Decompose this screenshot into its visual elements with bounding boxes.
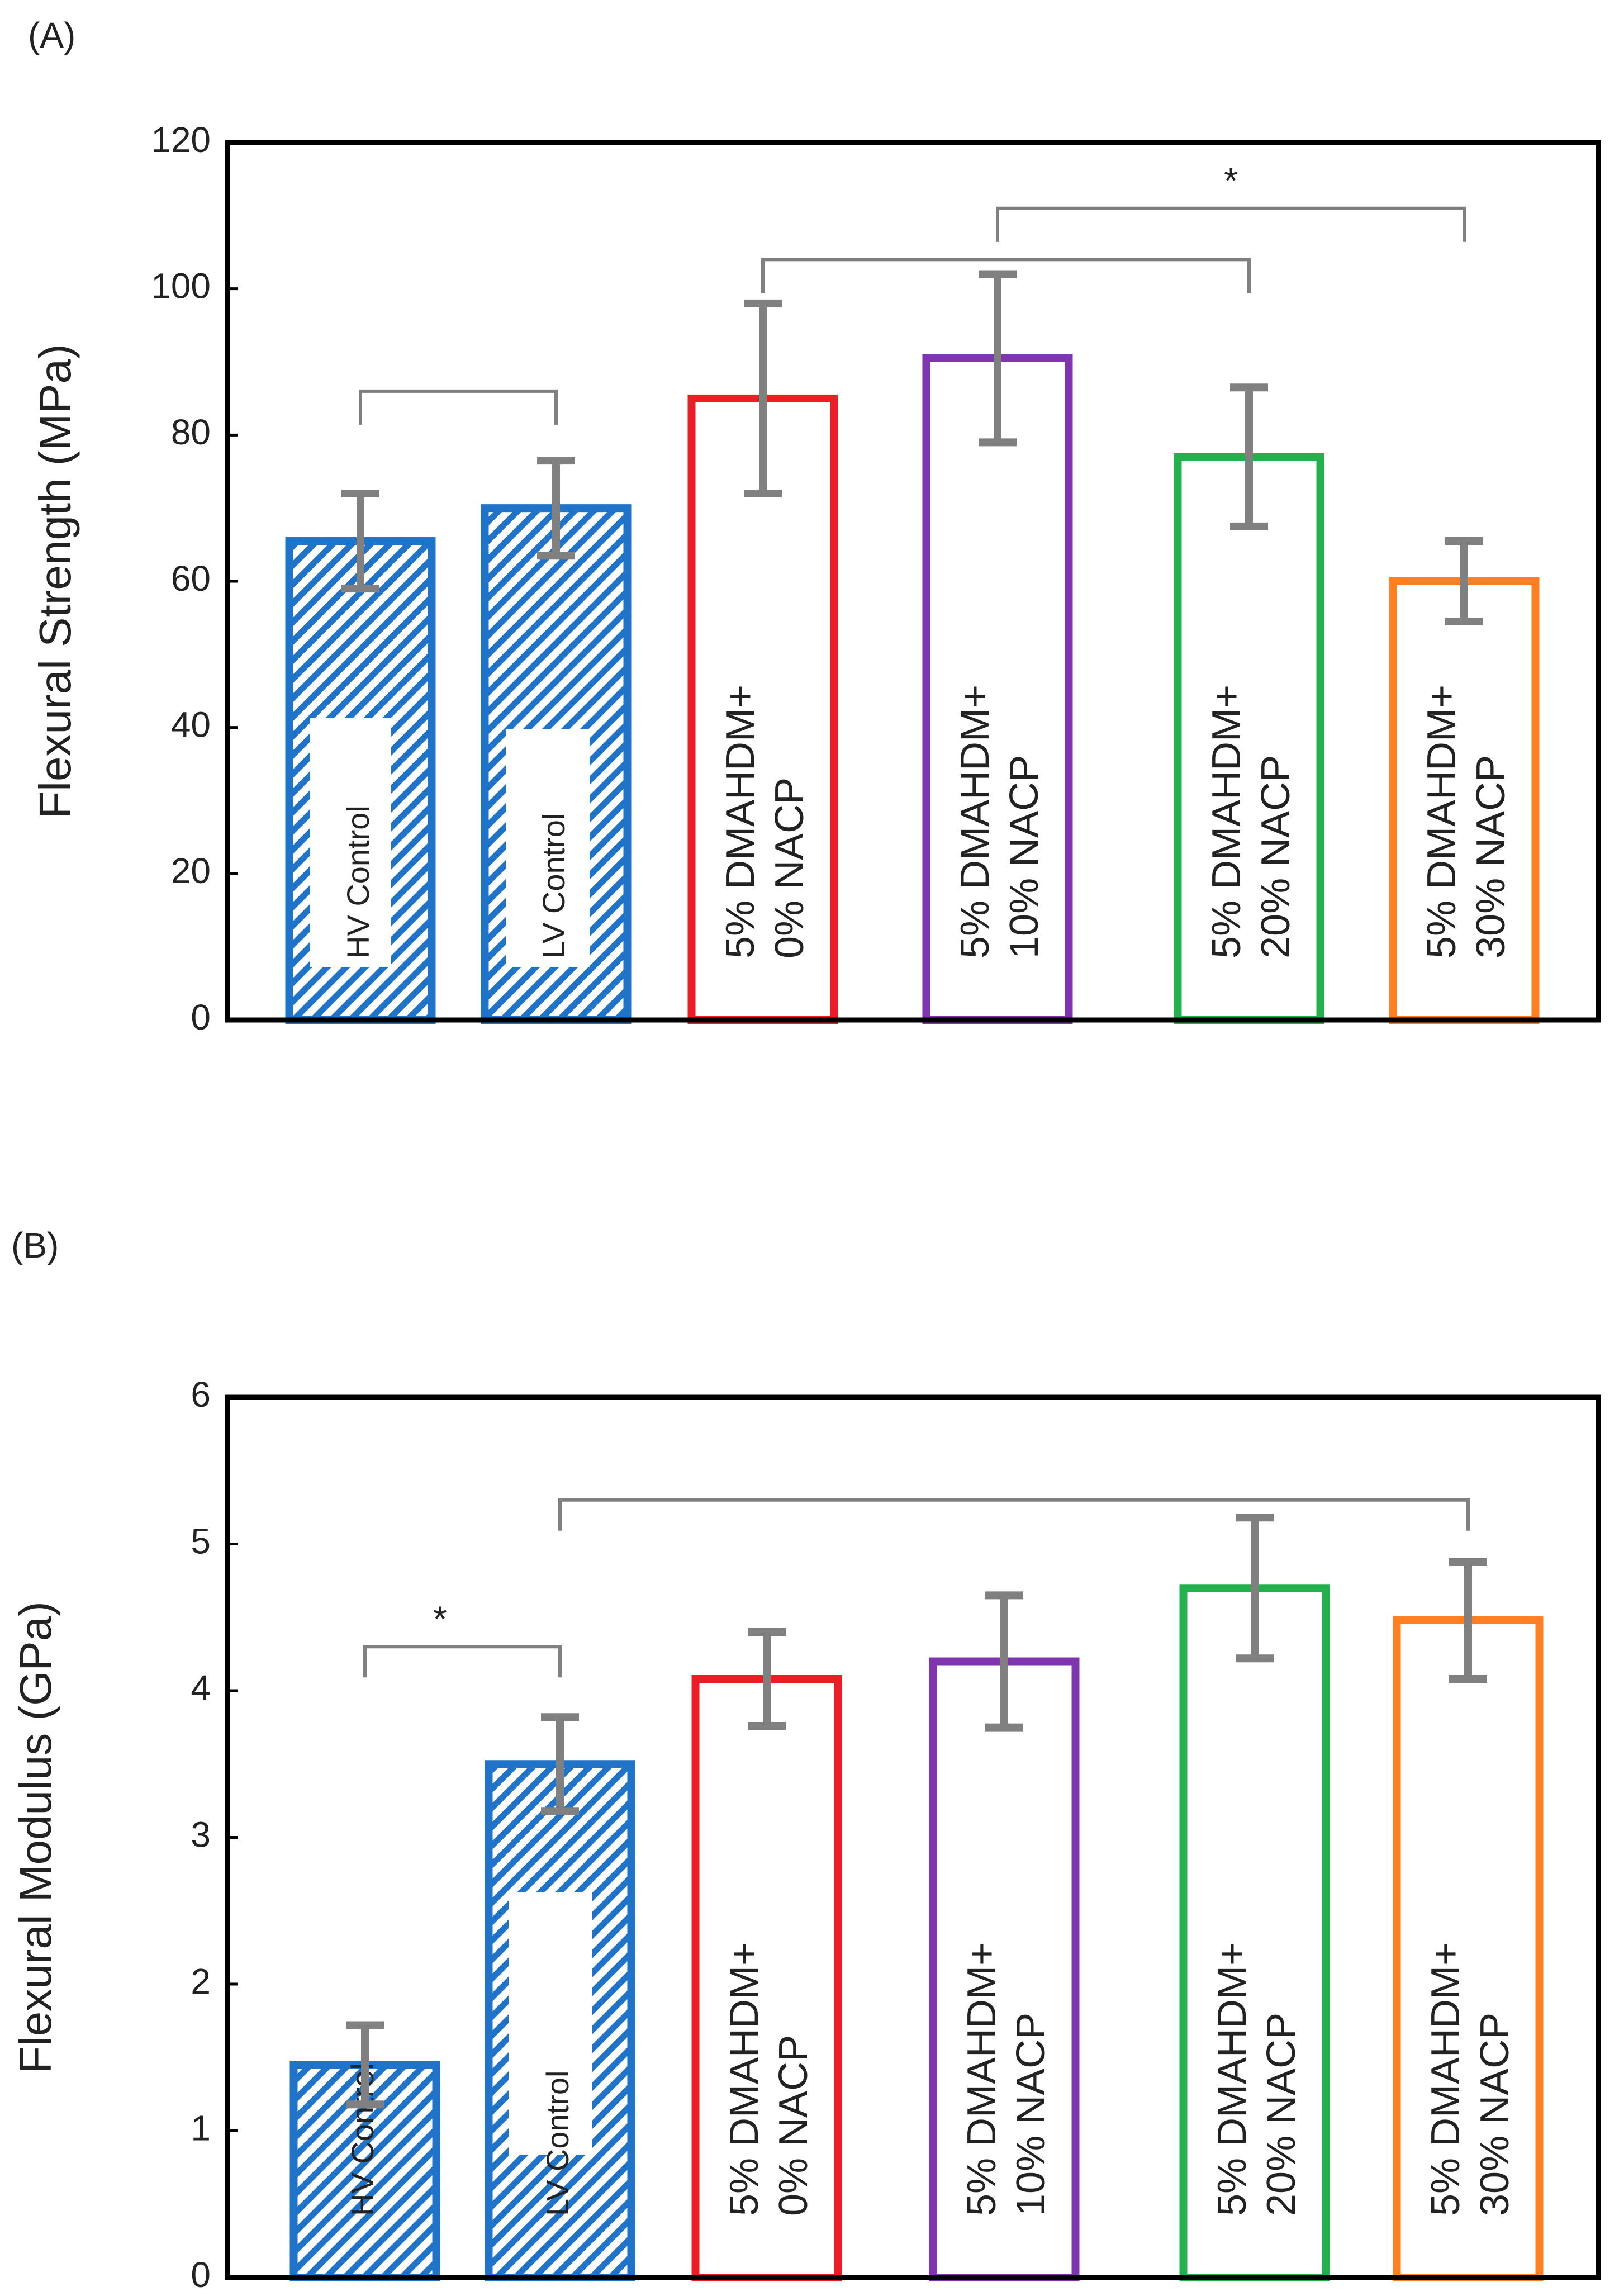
y-tick-label: 2: [191, 1961, 211, 2001]
y-tick-label: 3: [191, 1814, 211, 1854]
bar-label: 10% NACP: [1002, 755, 1047, 959]
bar-label: 20% NACP: [1254, 755, 1298, 959]
y-tick-label: 1: [191, 2108, 211, 2148]
bar-label: HV Control: [340, 805, 376, 959]
significance-bracket: [558, 1498, 1470, 1531]
significance-bracket: [363, 1645, 562, 1678]
bar-label: LV Control: [540, 2071, 575, 2216]
bar-label-box: [509, 1892, 592, 2155]
y-tick-label: 0: [191, 997, 211, 1037]
bar-label: 20% NACP: [1259, 2013, 1304, 2216]
y-tick-label: 80: [171, 412, 211, 452]
bar-5: [1174, 453, 1324, 1024]
plot-frame: [225, 140, 1601, 1023]
significance-bracket: [996, 206, 1466, 242]
panel-label: (A): [28, 15, 75, 55]
bar-label: 5% DMAHDM+: [1423, 1942, 1468, 2216]
bar-label-box: [310, 718, 391, 967]
y-tick-label: 40: [171, 705, 211, 745]
y-tick-label: 120: [151, 120, 211, 160]
bar-3: [687, 394, 838, 1024]
bar-label: 5% DMAHDM+: [1419, 685, 1464, 959]
bar-label: 5% DMAHDM+: [1210, 1942, 1255, 2216]
bar-label-box: [506, 729, 590, 967]
y-tick-label: 6: [191, 1374, 211, 1415]
bar-label: 30% NACP: [1473, 2013, 1517, 2216]
bar-label: 5% DMAHDM+: [722, 1942, 767, 2216]
significance-bracket: [761, 258, 1251, 293]
bar-label: 5% DMAHDM+: [960, 1942, 1004, 2216]
y-axis-label: Flexural Strength (MPa): [30, 344, 80, 818]
bar-label: 0% NACP: [767, 777, 812, 959]
significance-marker: *: [433, 1598, 447, 1639]
y-tick-label: 5: [191, 1521, 211, 1561]
significance-marker: *: [1224, 160, 1238, 201]
significance-bracket: [359, 389, 558, 425]
bar-label: 10% NACP: [1009, 2013, 1053, 2216]
bar-label: LV Control: [536, 813, 571, 959]
y-axis-label: Flexural Modulus (GPa): [11, 1601, 60, 2074]
panel-label: (B): [11, 1225, 59, 1265]
y-tick-label: 0: [191, 2255, 211, 2295]
bar-label: 5% DMAHDM+: [718, 685, 763, 959]
y-tick-label: 20: [171, 851, 211, 891]
y-tick-label: 4: [191, 1668, 211, 1708]
y-tick-label: 60: [171, 558, 211, 599]
y-tick-label: 100: [151, 266, 211, 306]
bar-label: 5% DMAHDM+: [953, 685, 998, 959]
bar-label: 5% DMAHDM+: [1204, 685, 1249, 959]
bar-6: [1389, 577, 1540, 1024]
bar-label: 0% NACP: [771, 2035, 816, 2216]
bar-label: 30% NACP: [1469, 755, 1513, 959]
chart-panel-a: (A) Flexural Strength (MPa) 0 20 40 60 80 100 12…: [28, 15, 1601, 1037]
plot-frame: [225, 1394, 1601, 2280]
